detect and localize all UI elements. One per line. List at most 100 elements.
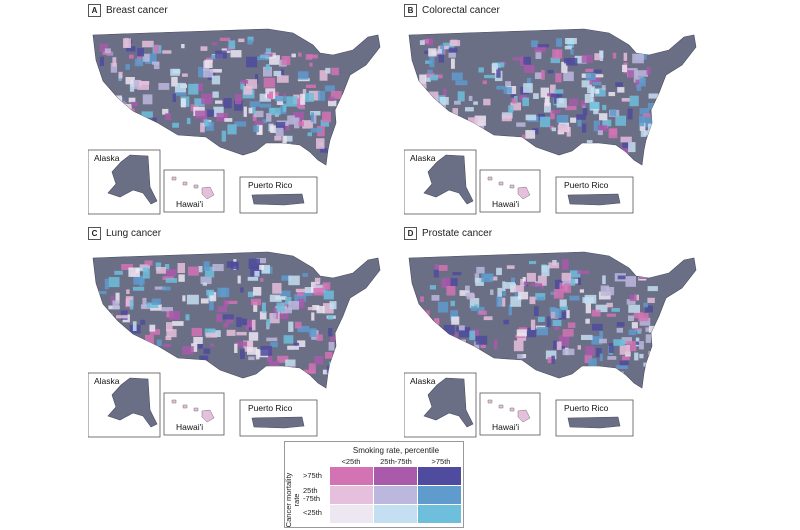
county-patch: [628, 315, 634, 321]
county-patch: [325, 67, 331, 74]
county-patch: [185, 314, 190, 321]
county-patch: [563, 71, 574, 82]
county-patch: [478, 67, 484, 73]
county-patch: [201, 93, 213, 105]
county-patch: [567, 322, 576, 328]
county-patch: [230, 261, 239, 267]
county-patch: [297, 78, 310, 82]
county-patch: [642, 113, 651, 117]
alaska-inset: Alaska: [404, 149, 477, 215]
county-patch: [287, 146, 293, 157]
county-patch: [452, 108, 458, 118]
county-patch: [323, 303, 334, 314]
county-patch: [331, 352, 335, 356]
county-patch: [154, 286, 166, 290]
county-patch: [104, 278, 109, 290]
county-patch: [224, 118, 233, 122]
county-patch: [253, 110, 264, 118]
county-patch: [423, 309, 427, 319]
county-patch: [234, 343, 238, 353]
county-patch: [428, 122, 438, 127]
county-patch: [330, 371, 342, 378]
county-patch: [305, 84, 316, 88]
county-patch: [534, 72, 542, 79]
county-patch: [328, 96, 335, 102]
county-patch: [577, 345, 581, 350]
county-patch: [319, 70, 328, 81]
county-patch: [272, 283, 282, 294]
county-patch: [330, 336, 336, 342]
county-patch: [142, 297, 147, 308]
county-patch: [328, 327, 333, 337]
county-patch: [311, 312, 315, 321]
county-patch: [415, 342, 421, 354]
county-patch: [276, 302, 285, 312]
county-patch: [228, 40, 236, 50]
county-patch: [522, 277, 526, 283]
county-patch: [144, 260, 153, 266]
county-patch: [549, 307, 556, 312]
county-patch: [151, 117, 157, 123]
county-patch: [309, 328, 317, 337]
county-patch: [481, 273, 493, 283]
county-patch: [203, 119, 209, 126]
county-patch: [241, 318, 248, 326]
county-patch: [309, 62, 313, 67]
county-patch: [648, 93, 659, 99]
county-patch: [534, 44, 546, 53]
county-patch: [483, 316, 493, 321]
county-patch: [565, 58, 578, 66]
county-patch: [265, 64, 270, 71]
hawaii-inset: Hawai'i: [479, 392, 541, 436]
county-patch: [450, 300, 455, 307]
county-patch: [585, 303, 591, 314]
county-patch: [476, 266, 485, 274]
county-patch: [457, 91, 465, 102]
panel-header: D Prostate cancer: [404, 226, 492, 240]
alaska-label: Alaska: [94, 153, 120, 163]
county-patch: [511, 98, 517, 104]
county-patch: [531, 40, 539, 48]
county-patch: [577, 277, 582, 286]
county-patch: [282, 135, 287, 146]
county-patch: [570, 278, 576, 286]
county-patches: [99, 258, 342, 378]
county-patch: [510, 296, 522, 307]
county-patch: [110, 295, 115, 304]
county-patch: [153, 62, 160, 70]
county-patch: [448, 47, 458, 53]
county-patch: [647, 286, 658, 292]
county-patch: [459, 290, 470, 296]
county-patch: [453, 123, 460, 133]
county-patch: [429, 74, 438, 81]
county-patch: [115, 119, 123, 130]
county-patch: [243, 86, 253, 95]
county-patch: [152, 61, 160, 65]
legend-column-label: <25th: [341, 457, 361, 466]
county-patch: [535, 50, 542, 59]
county-patch: [465, 107, 474, 112]
county-patch: [525, 130, 536, 139]
county-patch: [569, 98, 579, 105]
county-patch: [617, 275, 628, 280]
county-patch: [606, 287, 615, 296]
county-patch: [450, 117, 461, 122]
legend-axis-label: Cancer mortality rate: [284, 472, 301, 528]
county-patch: [452, 271, 462, 276]
legend-swatch: [374, 486, 417, 504]
county-patch: [287, 345, 299, 350]
county-patch: [492, 62, 505, 68]
county-patch: [322, 282, 331, 290]
hawaii-label: Hawai'i: [492, 199, 519, 209]
legend-row-label: <25th: [303, 508, 322, 517]
county-patch: [478, 310, 487, 315]
county-patch: [473, 101, 478, 105]
county-patch: [145, 334, 154, 345]
county-patch: [554, 89, 564, 94]
county-patch: [506, 265, 515, 269]
county-patch: [431, 295, 440, 301]
county-patch: [469, 298, 480, 309]
county-patch: [419, 40, 425, 45]
county-patch: [275, 122, 286, 131]
county-patch: [502, 290, 506, 296]
